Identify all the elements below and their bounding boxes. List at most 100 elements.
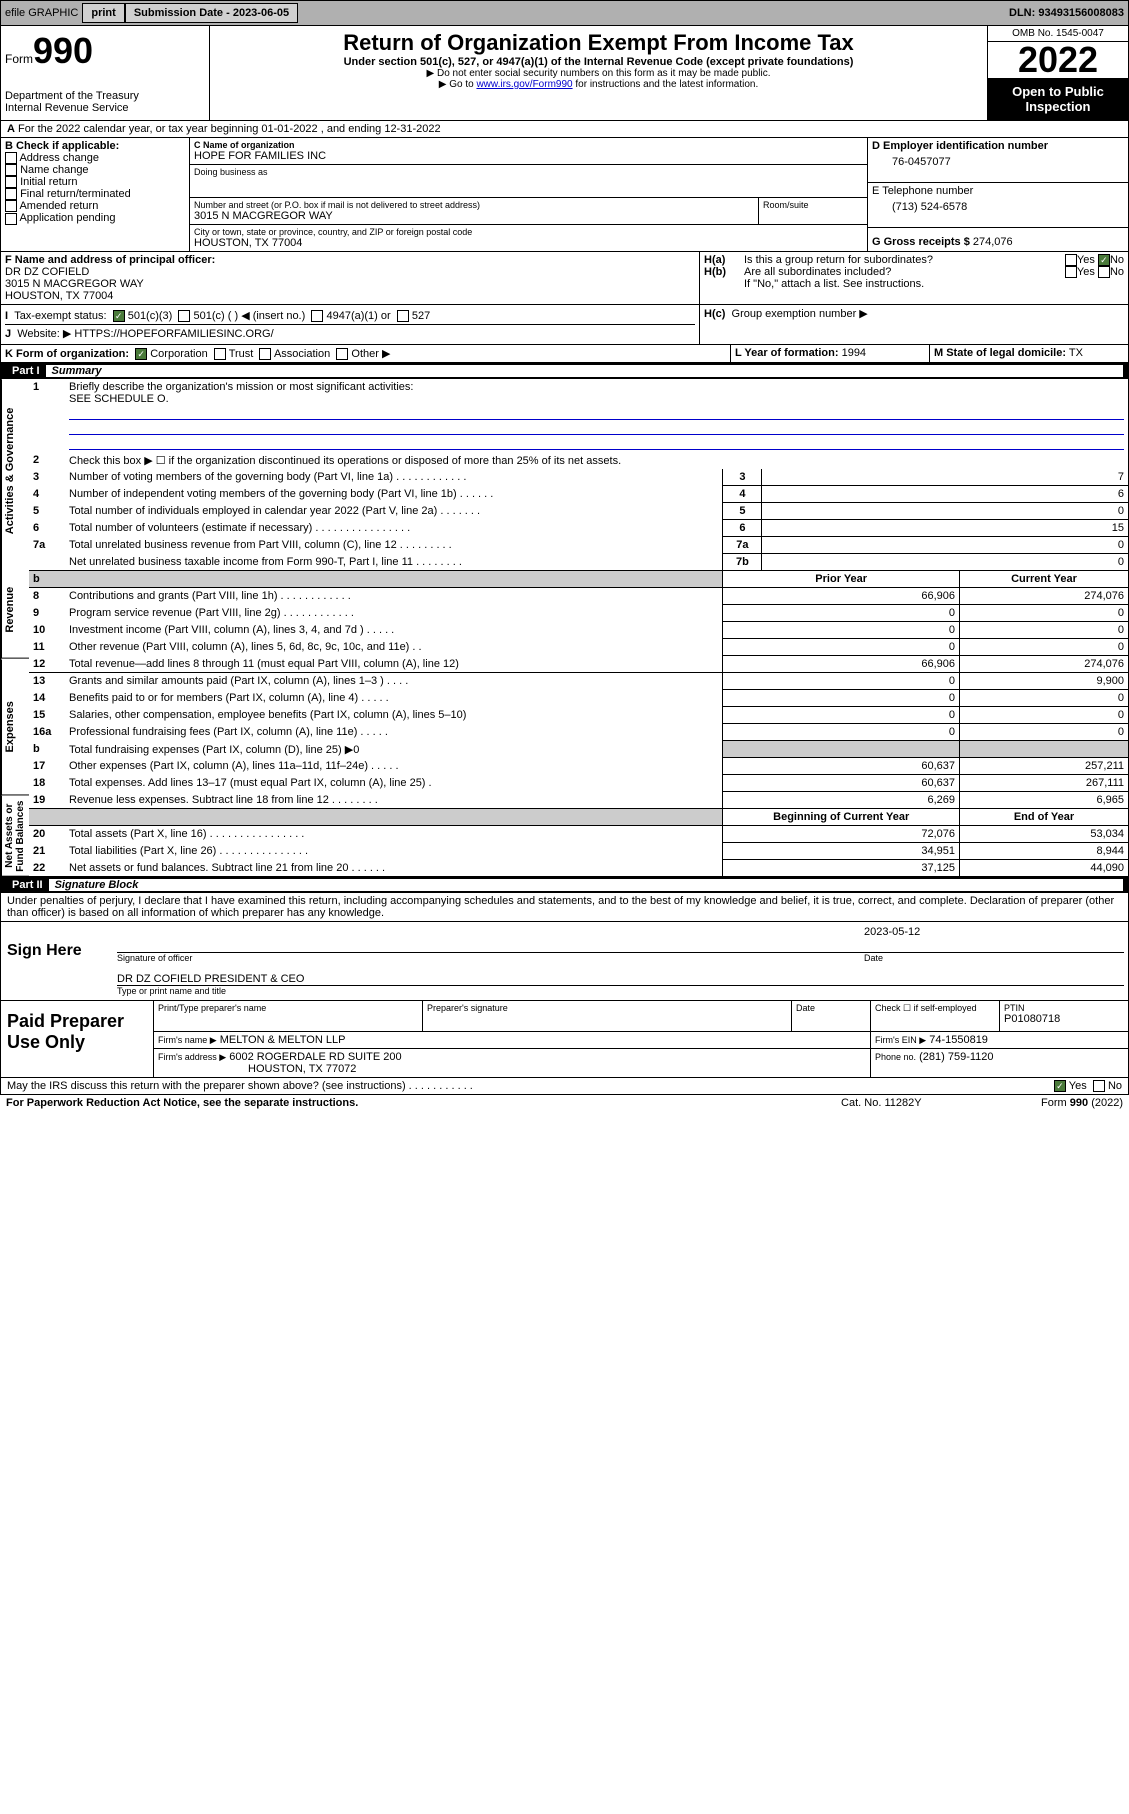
Hb-note: If "No," attach a list. See instructions… [704,278,1124,290]
I-527[interactable]: 527 [412,310,430,322]
efile-label: efile GRAPHIC [1,7,82,19]
v15c: 0 [960,707,1129,724]
I-4947[interactable]: 4947(a)(1) or [326,310,390,322]
foot-cat: Cat. No. 11282Y [841,1097,1041,1109]
officer-name: DR DZ COFIELD [5,266,695,278]
open-to-public: Open to Public Inspection [988,78,1128,120]
v15p: 0 [723,707,960,724]
v16p: 0 [723,724,960,741]
chk-final[interactable]: Final return/terminated [20,188,131,200]
line8: Contributions and grants (Part VIII, lin… [65,588,723,605]
line6: Total number of volunteers (estimate if … [65,520,723,537]
val5: 0 [762,503,1128,520]
K-trust[interactable]: Trust [229,348,254,360]
K-assoc[interactable]: Association [274,348,330,360]
L-label: L Year of formation: [735,347,839,359]
footer-may-discuss: May the IRS discuss this return with the… [0,1078,1129,1095]
chk-name[interactable]: Name change [20,164,89,176]
line3: Number of voting members of the governin… [65,469,723,486]
vlabel-ag: Activities & Governance [1,379,29,562]
paid-preparer-title: Paid Preparer Use Only [1,1001,153,1077]
declaration: Under penalties of perjury, I declare th… [0,893,1129,922]
col-eoy: End of Year [1014,811,1074,823]
may-no[interactable]: No [1108,1080,1122,1092]
part1-body: Activities & Governance Revenue Expenses… [0,379,1129,877]
ptin-label: PTIN [1004,1003,1124,1013]
sign-here-block: Sign Here 2023-05-12 Signature of office… [0,922,1129,1001]
v11p: 0 [723,639,960,656]
line2: Check this box ▶ ☐ if the organization d… [65,452,1128,469]
part2-title: Signature Block [49,879,1123,891]
chk-address[interactable]: Address change [19,152,99,164]
officer-signed-name: DR DZ COFIELD PRESIDENT & CEO [117,973,1124,986]
line1-value: SEE SCHEDULE O. [69,393,169,405]
vlabel-rev: Revenue [1,562,29,659]
officer-name-label: Type or print name and title [117,986,1124,996]
val3: 7 [762,469,1128,486]
v14c: 0 [960,690,1129,707]
line10: Investment income (Part VIII, column (A)… [65,622,723,639]
I-501c3[interactable]: 501(c)(3) [128,310,173,322]
sign-date-value: 2023-05-12 [856,926,1124,953]
v13p: 0 [723,673,960,690]
chk-amended[interactable]: Amended return [19,200,98,212]
room-label: Room/suite [758,198,867,224]
B-label: B Check if applicable: [5,140,119,152]
D-label: D Employer identification number [872,140,1048,152]
col-bcy: Beginning of Current Year [773,811,909,823]
may-discuss-text: May the IRS discuss this return with the… [7,1080,1054,1092]
tax-year: 2022 [988,42,1128,78]
v12c: 274,076 [960,656,1129,673]
col-prior: Prior Year [815,573,867,585]
firm-addr-label: Firm's address ▶ [158,1052,226,1062]
C-name-label: C Name of organization [194,140,295,150]
v13c: 9,900 [960,673,1129,690]
part1-header: Part I Summary [0,363,1129,379]
city-label: City or town, state or province, country… [194,227,863,237]
chk-initial[interactable]: Initial return [20,176,77,188]
v19c: 6,965 [960,792,1129,809]
v10p: 0 [723,622,960,639]
L-value: 1994 [842,347,866,359]
part1-title: Summary [46,365,1123,377]
K-other[interactable]: Other ▶ [351,348,390,360]
section-KLM: K Form of organization: Corporation Trus… [0,345,1129,363]
gross-receipts: 274,076 [973,236,1013,248]
v8p: 66,906 [723,588,960,605]
vlabel-exp: Expenses [1,659,29,795]
prep-sig-label: Preparer's signature [427,1003,787,1013]
v18c: 267,111 [960,775,1129,792]
v17p: 60,637 [723,758,960,775]
foot-pra: For Paperwork Reduction Act Notice, see … [6,1097,841,1109]
section-IJ: I Tax-exempt status: 501(c)(3) 501(c) ( … [0,305,1129,345]
print-button[interactable]: print [82,3,124,23]
submission-date-button[interactable]: Submission Date - 2023-06-05 [125,3,298,23]
K-label: K Form of organization: [5,348,129,360]
line15: Salaries, other compensation, employee b… [65,707,723,724]
F-label: F Name and address of principal officer: [5,254,215,266]
officer-addr1: 3015 N MACGREGOR WAY [5,278,695,290]
irs-link[interactable]: www.irs.gov/Form990 [476,79,572,90]
paid-preparer-block: Paid Preparer Use Only Print/Type prepar… [0,1001,1129,1078]
vlabel-na: Net Assets or Fund Balances [1,796,29,877]
line19: Revenue less expenses. Subtract line 18 … [65,792,723,809]
val7b: 0 [762,554,1128,571]
line16b: Total fundraising expenses (Part IX, col… [65,741,723,758]
v22e: 44,090 [960,860,1129,877]
prep-self-employed[interactable]: Check ☐ if self-employed [871,1001,1000,1032]
v16c: 0 [960,724,1129,741]
firm-ein-label: Firm's EIN ▶ [875,1035,926,1045]
chk-pending[interactable]: Application pending [19,212,115,224]
v20e: 53,034 [960,826,1129,843]
I-501c[interactable]: 501(c) ( ) ◀ (insert no.) [194,310,306,322]
v11c: 0 [960,639,1129,656]
K-corp[interactable]: Corporation [150,348,207,360]
val7a: 0 [762,537,1128,554]
line20: Total assets (Part X, line 16) . . . . .… [65,826,723,843]
firm-ein-value: 74-1550819 [929,1034,988,1046]
line12: Total revenue—add lines 8 through 11 (mu… [65,656,723,673]
line7b: Net unrelated business taxable income fr… [65,554,723,571]
firm-addr-value: 6002 ROGERDALE RD SUITE 200 [229,1051,401,1063]
foot-form: Form 990 (2022) [1041,1097,1123,1109]
may-yes[interactable]: Yes [1069,1080,1087,1092]
